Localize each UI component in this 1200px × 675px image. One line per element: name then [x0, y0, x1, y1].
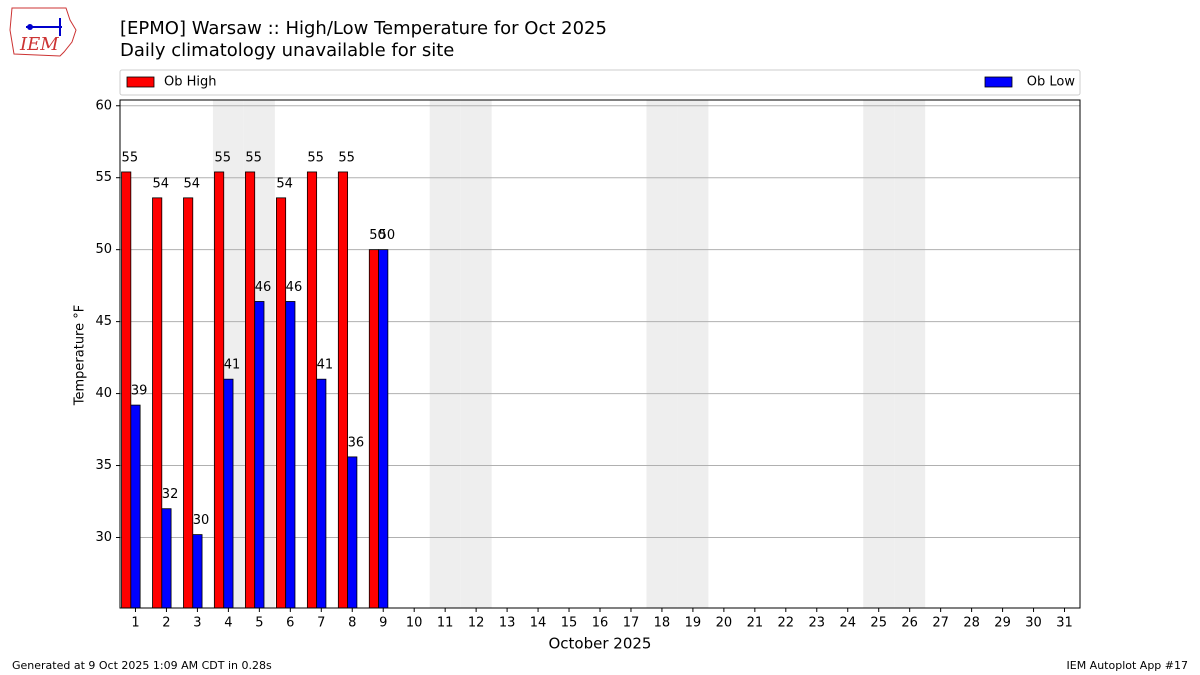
bar	[130, 404, 141, 609]
y-tick-label: 60	[95, 98, 112, 113]
y-tick-label: 35	[95, 458, 112, 473]
bar	[121, 171, 132, 609]
x-tick-label: 28	[963, 616, 980, 631]
bar	[254, 301, 265, 609]
weekend-shade	[863, 100, 895, 608]
legend-label: Ob Low	[1027, 75, 1076, 90]
weekend-shade	[460, 100, 492, 608]
data-label: 50	[379, 228, 396, 243]
data-label: 41	[224, 358, 241, 373]
data-label: 46	[286, 280, 303, 295]
y-tick-label: 50	[95, 242, 112, 257]
y-tick-label: 30	[95, 530, 112, 545]
x-tick-label: 29	[994, 616, 1011, 631]
data-label: 39	[131, 384, 148, 399]
footer-left: Generated at 9 Oct 2025 1:09 AM CDT in 0…	[12, 659, 272, 672]
weekend-shade	[677, 100, 709, 608]
x-tick-label: 6	[286, 616, 294, 631]
data-label: 54	[276, 176, 293, 191]
weekend-shade	[894, 100, 926, 608]
bar	[192, 534, 203, 609]
x-tick-label: 1	[131, 616, 139, 631]
bar	[368, 249, 379, 609]
data-label: 46	[255, 280, 272, 295]
x-tick-label: 13	[499, 616, 516, 631]
chart-title: [EPMO] Warsaw :: High/Low Temperature fo…	[120, 18, 607, 39]
legend-swatch	[126, 76, 155, 88]
bar	[183, 197, 194, 609]
x-tick-label: 14	[530, 616, 547, 631]
bar	[306, 171, 318, 609]
x-tick-label: 7	[317, 616, 325, 631]
x-tick-label: 3	[193, 616, 201, 631]
data-label: 50	[369, 228, 386, 243]
bar	[152, 197, 163, 609]
weekend-shade	[429, 100, 461, 608]
x-tick-label: 26	[901, 616, 918, 631]
bar	[161, 508, 172, 609]
x-tick-label: 17	[623, 616, 640, 631]
y-tick-label: 40	[95, 386, 112, 401]
x-tick-label: 20	[716, 616, 733, 631]
x-tick-label: 18	[654, 616, 671, 631]
data-label: 36	[348, 435, 365, 450]
x-tick-label: 25	[870, 616, 887, 631]
x-tick-label: 9	[379, 616, 387, 631]
bar	[316, 378, 327, 609]
x-tick-label: 15	[561, 616, 578, 631]
weekend-shade	[646, 100, 678, 608]
y-axis-label: Temperature °F	[73, 305, 88, 406]
footer-right: IEM Autoplot App #17	[1067, 659, 1189, 672]
logo-text: IEM	[19, 34, 59, 55]
bar	[347, 456, 358, 609]
bar	[275, 197, 287, 609]
bar	[245, 171, 256, 609]
x-tick-label: 30	[1025, 616, 1042, 631]
x-tick-label: 4	[224, 616, 232, 631]
chart-subtitle: Daily climatology unavailable for site	[120, 40, 454, 61]
data-label: 30	[193, 513, 210, 528]
x-tick-label: 23	[809, 616, 826, 631]
legend-label: Ob High	[164, 75, 217, 90]
x-tick-label: 31	[1056, 616, 1073, 631]
x-tick-label: 2	[162, 616, 170, 631]
x-tick-label: 10	[406, 616, 423, 631]
data-label: 55	[307, 150, 324, 165]
data-label: 54	[153, 176, 170, 191]
logo: IEM	[9, 7, 77, 57]
legend-box	[119, 69, 1081, 96]
legend-swatch	[984, 76, 1013, 88]
data-label: 55	[122, 150, 139, 165]
x-tick-label: 19	[685, 616, 702, 631]
bar	[337, 171, 349, 609]
y-tick-label: 45	[95, 314, 112, 329]
y-tick-label: 55	[95, 170, 112, 185]
data-label: 41	[317, 358, 334, 373]
x-tick-label: 16	[592, 616, 609, 631]
bar	[214, 171, 225, 609]
x-axis-label: October 2025	[549, 635, 652, 653]
x-tick-label: 27	[932, 616, 949, 631]
x-tick-label: 22	[778, 616, 795, 631]
data-label: 32	[162, 487, 179, 502]
data-label: 55	[245, 150, 262, 165]
bar	[378, 249, 389, 609]
bar	[285, 301, 296, 609]
x-tick-label: 8	[348, 616, 356, 631]
x-tick-label: 5	[255, 616, 263, 631]
data-label: 55	[214, 150, 231, 165]
x-tick-label: 12	[468, 616, 485, 631]
x-tick-label: 21	[747, 616, 764, 631]
plot-frame	[119, 99, 1081, 609]
x-tick-label: 24	[839, 616, 856, 631]
x-tick-label: 11	[437, 616, 454, 631]
bar	[223, 378, 234, 609]
data-label: 54	[183, 176, 200, 191]
data-label: 55	[338, 150, 355, 165]
